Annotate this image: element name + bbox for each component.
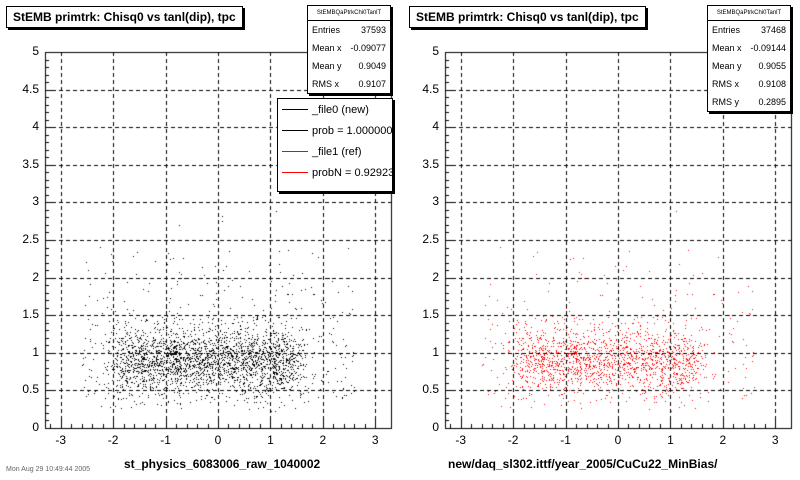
y-tick-label: 3.5	[22, 156, 39, 171]
left-stats-name: StEMBQaPtrkChi0TanlT	[308, 6, 390, 21]
y-tick-label: 2	[432, 269, 439, 284]
left-plot-title: StEMB primtrk: Chisq0 vs tanl(dip), tpc	[6, 6, 243, 28]
x-tick-label: -1	[560, 433, 571, 447]
right-stats-name: StEMBQaPtrkChi0TanlT	[708, 6, 790, 21]
y-tick-label: 2	[32, 269, 39, 284]
legend-line-icon	[282, 130, 308, 131]
y-tick-label: 0	[432, 420, 439, 434]
x-tick-label: -2	[107, 433, 119, 447]
x-tick-label: 0	[214, 433, 222, 447]
left-x-axis-title: st_physics_6083006_raw_1040002	[124, 457, 321, 471]
y-tick-label: 1.5	[422, 307, 439, 322]
stats-row: RMS y 0.2895	[712, 97, 786, 107]
y-tick-label: 1	[32, 344, 39, 359]
x-tick-label: 3	[371, 433, 379, 447]
legend-line-icon	[282, 151, 308, 152]
y-tick-label: 0.5	[422, 382, 439, 397]
left-legend: _file0 (new) prob = 1.000000 _file1 (ref…	[277, 98, 393, 192]
y-tick-label: 2.5	[422, 232, 439, 246]
legend-entry: prob = 1.000000	[278, 120, 392, 141]
y-tick-label: 4	[432, 119, 439, 134]
x-tick-label: 2	[719, 433, 727, 447]
x-tick-label: -2	[507, 433, 519, 447]
y-tick-label: 3	[32, 194, 39, 209]
legend-line-icon	[282, 109, 308, 110]
stats-row: Entries 37593	[312, 25, 386, 35]
right-stats-box: StEMBQaPtrkChi0TanlT Entries 37468 Mean x…	[707, 5, 791, 112]
timestamp-footer: Mon Aug 29 10:49:44 2005	[6, 466, 91, 473]
legend-entry: _file1 (ref)	[278, 141, 392, 162]
x-tick-label: -1	[160, 433, 171, 447]
y-tick-label: 5	[432, 44, 439, 58]
stats-row: Entries 37468	[712, 25, 786, 35]
y-tick-label: 5	[32, 44, 39, 58]
y-tick-label: 3	[432, 194, 439, 209]
x-tick-label: 3	[771, 433, 779, 447]
legend-entry: _file0 (new)	[278, 99, 392, 120]
legend-entry: probN = 0.929234	[278, 162, 392, 183]
y-tick-label: 0	[32, 420, 39, 434]
y-tick-label: 1.5	[22, 307, 39, 322]
stats-row: RMS x 0.9107	[312, 79, 386, 89]
x-tick-label: 2	[319, 433, 327, 447]
right-x-axis-title: new/daq_sl302.ittf/year_2005/CuCu22_MinB…	[448, 457, 718, 471]
y-tick-label: 0.5	[22, 382, 39, 397]
x-tick-label: -3	[455, 433, 467, 447]
x-tick-label: 0	[614, 433, 622, 447]
stats-row: Mean x -0.09144	[712, 43, 786, 53]
y-tick-label: 4	[32, 119, 39, 134]
y-tick-label: 4.5	[22, 81, 39, 96]
x-tick-label: -3	[55, 433, 67, 447]
x-tick-label: 1	[667, 433, 674, 447]
x-tick-label: 1	[267, 433, 274, 447]
right-plot-title: StEMB primtrk: Chisq0 vs tanl(dip), tpc	[409, 6, 646, 28]
stats-row: Mean y 0.9049	[312, 61, 386, 71]
y-tick-label: 2.5	[22, 232, 39, 246]
y-tick-label: 1	[432, 344, 439, 359]
stats-row: Mean y 0.9055	[712, 61, 786, 71]
legend-line-icon	[282, 172, 308, 173]
y-tick-label: 4.5	[422, 81, 439, 96]
y-tick-label: 3.5	[422, 156, 439, 171]
stats-row: Mean x -0.09077	[312, 43, 386, 53]
left-stats-box: StEMBQaPtrkChi0TanlT Entries 37593 Mean x…	[307, 5, 391, 94]
stats-row: RMS x 0.9108	[712, 79, 786, 89]
